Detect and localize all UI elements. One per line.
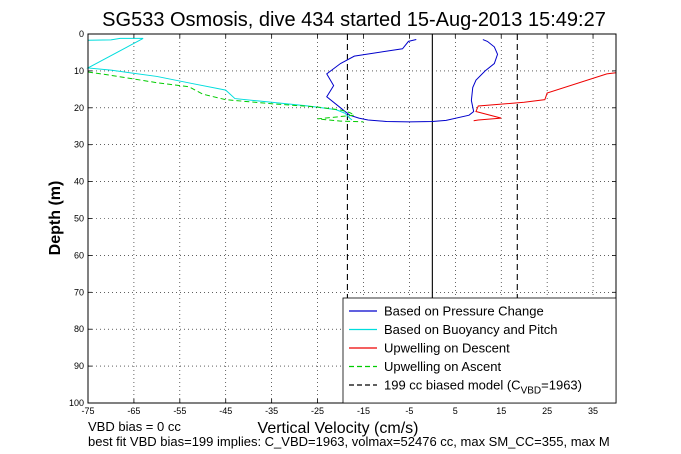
- y-tick-label: 0: [79, 29, 84, 39]
- footer-vbd-bias: VBD bias = 0 cc: [88, 419, 181, 434]
- y-tick-label: 80: [74, 324, 84, 334]
- x-tick-label: 25: [542, 406, 552, 416]
- y-tick-label: 100: [69, 398, 84, 408]
- legend-label: Upwelling on Descent: [384, 341, 510, 356]
- legend-label: Based on Pressure Change: [384, 304, 544, 319]
- y-tick-label: 90: [74, 361, 84, 371]
- x-tick-label: 15: [496, 406, 506, 416]
- x-tick-label: -65: [127, 406, 140, 416]
- legend-label: Based on Buoyancy and Pitch: [384, 322, 557, 337]
- x-tick-label: -35: [265, 406, 278, 416]
- y-axis-ticks: 0 10 20 30 40 50 60 70 80 90 100: [69, 29, 616, 408]
- x-tick-label: -55: [173, 406, 186, 416]
- y-tick-label: 40: [74, 177, 84, 187]
- y-axis-label: Depth (m): [47, 181, 64, 256]
- y-tick-label: 20: [74, 103, 84, 113]
- x-axis-label: Vertical Velocity (cm/s): [258, 420, 419, 437]
- x-tick-label: -5: [405, 406, 413, 416]
- x-tick-label: -25: [311, 406, 324, 416]
- data-series: [86, 37, 617, 123]
- y-tick-label: 10: [74, 66, 84, 76]
- chart-legend: Based on Pressure Change Based on Buoyanc…: [342, 297, 617, 404]
- series-line-based-on-buoyancy-and-pitch: [86, 37, 353, 121]
- y-tick-label: 30: [74, 140, 84, 150]
- x-tick-label: 5: [453, 406, 458, 416]
- y-tick-label: 70: [74, 287, 84, 297]
- series-line-upwelling-on-descent: [473, 72, 617, 122]
- chart-title: SG533 Osmosis, dive 434 started 15-Aug-2…: [102, 9, 606, 31]
- x-tick-label: 35: [588, 406, 598, 416]
- y-tick-label: 50: [74, 214, 84, 224]
- series-line-upwelling-on-ascent: [87, 71, 364, 123]
- y-tick-label: 60: [74, 250, 84, 260]
- x-tick-label: -15: [357, 406, 370, 416]
- footer-best-fit: best fit VBD bias=199 implies: C_VBD=196…: [88, 434, 610, 449]
- legend-label: Upwelling on Ascent: [384, 359, 501, 374]
- series-line-based-on-pressure-change: [326, 39, 499, 123]
- legend-box: [342, 297, 617, 404]
- x-tick-label: -45: [219, 406, 232, 416]
- x-tick-label: -75: [81, 406, 94, 416]
- legend-label: 199 cc biased model (CVBD=1963): [384, 378, 582, 397]
- x-axis-ticks: -75 -65 -55 -45 -35 -25 -15 -5 5 15 25 35: [81, 34, 598, 416]
